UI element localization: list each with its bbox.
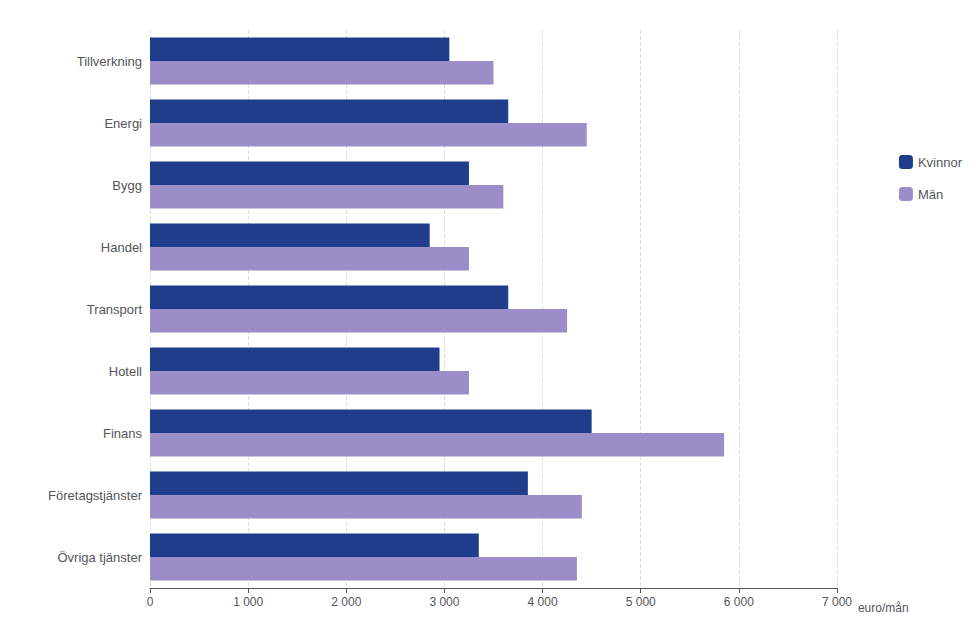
svg-text:Kvinnor: Kvinnor: [918, 155, 963, 170]
svg-text:Handel: Handel: [101, 240, 142, 255]
svg-text:Energi: Energi: [104, 116, 142, 131]
svg-text:6 000: 6 000: [724, 595, 754, 609]
svg-text:Tillverkning: Tillverkning: [77, 54, 142, 69]
svg-text:Hotell: Hotell: [109, 364, 142, 379]
svg-text:3 000: 3 000: [429, 595, 459, 609]
svg-text:Transport: Transport: [87, 302, 143, 317]
svg-text:0: 0: [147, 595, 154, 609]
svg-text:Män: Män: [918, 187, 943, 202]
svg-text:7 000: 7 000: [822, 595, 852, 609]
svg-text:Bygg: Bygg: [112, 178, 142, 193]
svg-text:euro/mån: euro/mån: [858, 601, 909, 615]
svg-text:1 000: 1 000: [233, 595, 263, 609]
svg-text:4 000: 4 000: [528, 595, 558, 609]
svg-text:2 000: 2 000: [331, 595, 361, 609]
svg-text:Finans: Finans: [103, 426, 143, 441]
svg-text:5 000: 5 000: [626, 595, 656, 609]
svg-text:Företagstjänster: Företagstjänster: [48, 488, 143, 503]
svg-text:Övriga tjänster: Övriga tjänster: [57, 550, 142, 565]
